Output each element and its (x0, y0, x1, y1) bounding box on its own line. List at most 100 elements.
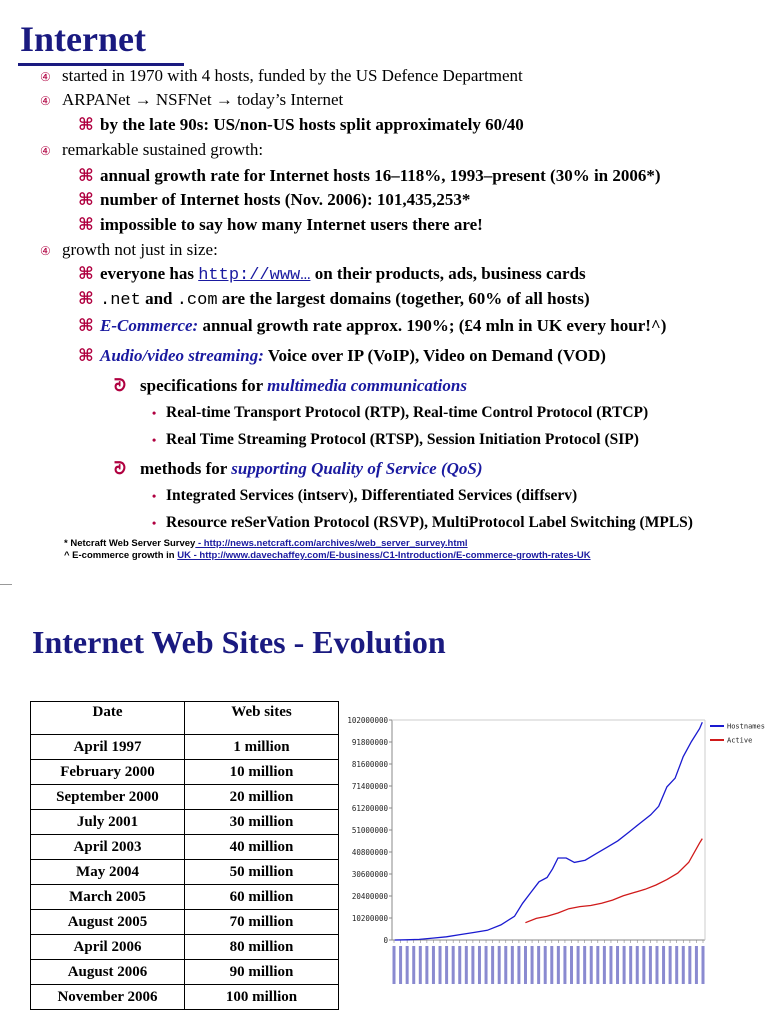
date-cell: April 2003 (30, 834, 185, 860)
y-tick-label: 10200000 (352, 914, 389, 923)
web-sites-cell: 1 million (184, 734, 339, 760)
slide-title-evolution: Internet Web Sites - Evolution (32, 624, 446, 660)
web-sites-cell: 70 million (184, 909, 339, 935)
x-tick-label (530, 946, 534, 984)
x-tick-label (510, 946, 514, 984)
table-row: July 2001 30 million (30, 809, 339, 835)
x-tick-label (431, 946, 435, 984)
y-tick-label: 0 (383, 936, 388, 945)
dot-bullet-icon: • (152, 433, 157, 447)
y-tick-label: 51000000 (352, 826, 389, 835)
slide-title-internet: Internet (20, 19, 146, 59)
date-cell: May 2004 (30, 859, 185, 885)
x-tick-label (602, 946, 606, 984)
table-row: February 2000 10 million (30, 759, 339, 785)
y-tick-label: 71400000 (352, 782, 389, 791)
y-tick-label: 30600000 (352, 870, 389, 879)
sub-bullet-methods: ᘑ methods for supporting Quality of Servi… (114, 459, 483, 479)
dot-bullet-icon: • (152, 489, 157, 503)
x-tick-label (451, 946, 455, 984)
specs-pre: specifications for (140, 376, 263, 395)
x-tick-label (418, 946, 422, 984)
bullet-1: ④ started in 1970 with 4 hosts, funded by… (40, 66, 523, 86)
web-sites-cell: 50 million (184, 859, 339, 885)
footnote-1-label: * Netcraft Web Server Survey (64, 538, 196, 549)
com-code-text: .com (176, 291, 218, 310)
web-sites-cell: 10 million (184, 759, 339, 785)
x-tick-label (675, 946, 679, 984)
rsvp-text: Resource reSerVation Protocol (RSVP), Mu… (166, 514, 693, 531)
x-tick-label (642, 946, 646, 984)
x-tick-label (655, 946, 659, 984)
hosts-line-chart: 0 10200000 20400000 30600000 40800000 5100000… (347, 716, 765, 984)
bullet-4-2: ⌘ .net and .com are the largest domains (… (78, 289, 590, 310)
davechaffey-link[interactable]: UK - http://www.davechaffey.com/E-busine… (177, 550, 591, 561)
bullet-4-3-text: annual growth rate approx. 190%; (£4 mln… (202, 316, 667, 335)
x-tick-label (563, 946, 567, 984)
command-bullet-icon: ⌘ (78, 264, 94, 283)
bullet-1-text: started in 1970 with 4 hosts, funded by … (62, 66, 523, 85)
date-cell: August 2006 (30, 959, 185, 985)
command-bullet-icon: ⌘ (78, 289, 94, 308)
date-cell: September 2000 (30, 784, 185, 810)
dot-bullet-icon: • (152, 516, 157, 530)
curl-bullet-icon: ᘑ (114, 376, 126, 395)
date-cell: April 2006 (30, 934, 185, 960)
netcraft-link[interactable]: - http://news.netcraft.com/archives/web_… (195, 538, 468, 549)
x-tick-label (681, 946, 685, 984)
title-underline (18, 63, 184, 66)
header-date: Date (30, 701, 185, 735)
y-tick-label: 102000000 (347, 716, 388, 725)
x-tick-label (701, 946, 705, 984)
legend-label-active: Active (727, 737, 752, 745)
footnote-netcraft: * Netcraft Web Server Survey - http://ne… (64, 538, 468, 549)
bullet-2: ④ ARPANet → NSFNet → today’s Internet (40, 90, 343, 110)
x-tick-label (458, 946, 462, 984)
bullet-4-4-text: Voice over IP (VoIP), Video on Demand (V… (267, 346, 606, 365)
web-sites-cell: 80 million (184, 934, 339, 960)
curl-bullet-icon: ᘑ (114, 459, 126, 478)
bullet-3-2: ⌘ number of Internet hosts (Nov. 2006): 1… (78, 190, 470, 210)
table-row: May 2004 50 million (30, 859, 339, 885)
rtp-text: Real-time Transport Protocol (RTP), Real… (166, 404, 649, 421)
bullet-4-4: ⌘ Audio/video streaming: Voice over IP (V… (78, 346, 606, 366)
table-header-row: Date Web sites (30, 701, 339, 735)
table-row: September 2000 20 million (30, 784, 339, 810)
command-bullet-icon: ⌘ (78, 316, 94, 335)
bullet-3-text: remarkable sustained growth: (62, 140, 264, 159)
command-bullet-icon: ⌘ (78, 190, 94, 209)
table-row: April 2003 40 million (30, 834, 339, 860)
footnote-ecommerce: ^ E-commerce growth in UK - http://www.d… (64, 550, 591, 561)
date-cell: November 2006 (30, 984, 185, 1010)
bullet-2-text: ARPANet → NSFNet → today’s Internet (62, 90, 344, 109)
web-sites-cell: 60 million (184, 884, 339, 910)
legend-label-hostnames: Hostnames (727, 723, 765, 731)
x-tick-label (477, 946, 481, 984)
table-row: March 2005 60 million (30, 884, 339, 910)
x-tick-label (464, 946, 468, 984)
bullet-4-1-post: on their products, ads, business cards (314, 264, 586, 283)
sub-bullet-specifications: ᘑ specifications for multimedia communica… (114, 376, 467, 396)
x-tick-label (491, 946, 495, 984)
date-cell: February 2000 (30, 759, 185, 785)
y-tick-label: 40800000 (352, 848, 389, 857)
table-row: August 2006 90 million (30, 959, 339, 985)
x-tick-label (576, 946, 580, 984)
series-line-hostnames (394, 721, 703, 941)
x-tick-label (425, 946, 429, 984)
x-tick-label (445, 946, 449, 984)
bullet-4-text: growth not just in size: (62, 240, 218, 259)
methods-pre: methods for (140, 459, 228, 478)
table-row: April 1997 1 million (30, 734, 339, 760)
x-tick-label (517, 946, 521, 984)
bullet-4-1: ⌘ everyone has http://www… on their produ… (78, 264, 586, 285)
bullet-3-2-text: number of Internet hosts (Nov. 2006): 10… (100, 190, 471, 209)
web-sites-cell: 30 million (184, 809, 339, 835)
net-code-text: .net (100, 291, 141, 310)
x-tick-label (662, 946, 666, 984)
sub-sub-bullet-rtsp: • Real Time Streaming Protocol (RTSP), Se… (152, 431, 639, 449)
bullet-3-1-text: annual growth rate for Internet hosts 16… (100, 166, 661, 185)
sub-sub-bullet-intserv: • Integrated Services (intserv), Differen… (152, 487, 577, 505)
y-tick-label: 81600000 (352, 760, 389, 769)
x-tick-label (596, 946, 600, 984)
